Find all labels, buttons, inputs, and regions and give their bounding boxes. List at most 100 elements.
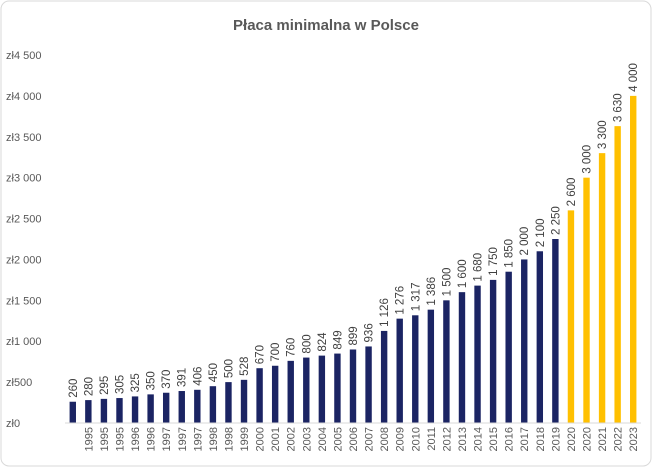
x-tick-label: 1996	[146, 427, 158, 451]
x-tick-label: 2019	[550, 427, 562, 451]
value-label: 2 000	[519, 227, 531, 256]
bar	[567, 210, 575, 423]
x-tick-label: 1995	[114, 427, 126, 451]
bar	[505, 271, 512, 423]
y-tick-label: zł1 000	[6, 336, 41, 348]
x-tick-label: 2010	[410, 427, 422, 451]
x-tick-label: 2022	[613, 427, 625, 451]
value-label: 700	[270, 343, 282, 362]
x-tick-label: 1996	[130, 427, 142, 451]
bar	[552, 239, 559, 423]
y-tick-label: zł2 000	[6, 254, 41, 266]
value-label: 849	[332, 330, 344, 349]
bar	[396, 318, 403, 423]
bar	[287, 360, 294, 423]
x-tick-label: 1997	[177, 427, 189, 451]
y-tick-label: zł1 500	[6, 295, 41, 307]
value-label: 1 750	[488, 247, 500, 276]
value-label: 4 000	[628, 63, 640, 92]
x-tick-label: 2016	[504, 427, 516, 451]
bar	[443, 300, 450, 423]
x-tick-label: 2018	[535, 427, 547, 451]
bar	[162, 392, 170, 423]
bar	[256, 368, 263, 423]
bar	[100, 398, 108, 423]
value-label: 2 600	[566, 178, 578, 207]
x-tick-label: 1997	[161, 427, 173, 451]
bar	[412, 315, 419, 423]
x-tick-label: 2020	[582, 427, 594, 451]
value-label: 2 100	[535, 218, 547, 247]
x-tick-label: 2000	[255, 427, 267, 451]
value-label: 295	[99, 376, 111, 395]
x-tick-label: 2021	[597, 427, 609, 451]
bar	[365, 346, 372, 423]
value-label: 500	[223, 359, 235, 378]
bar	[583, 177, 590, 423]
bar	[630, 95, 637, 423]
value-label: 1 276	[395, 286, 407, 315]
x-tick-label: 2001	[270, 427, 282, 451]
value-label: 260	[68, 379, 80, 398]
bar	[194, 389, 201, 423]
bar	[116, 398, 123, 423]
value-label: 2 250	[550, 206, 562, 235]
bar	[427, 309, 435, 423]
value-label: 670	[255, 345, 267, 364]
value-label: 899	[348, 326, 360, 345]
x-tick-label: 2020	[566, 427, 578, 451]
value-label: 1 850	[504, 239, 516, 268]
value-label: 325	[130, 373, 142, 392]
bar	[69, 401, 76, 423]
bar	[131, 396, 139, 423]
x-tick-label: 2002	[286, 427, 298, 451]
bar	[489, 279, 497, 423]
bar	[318, 355, 326, 423]
x-tick-label: 2006	[348, 427, 360, 451]
bar	[598, 153, 606, 423]
value-label: 760	[286, 338, 298, 357]
value-label: 370	[161, 370, 173, 389]
x-tick-label: 1998	[208, 427, 220, 451]
bar	[536, 251, 544, 423]
bar	[334, 353, 341, 423]
x-tick-label: 1997	[192, 427, 204, 451]
x-tick-label: 2012	[441, 427, 453, 451]
bar	[209, 386, 217, 423]
bar	[178, 391, 185, 423]
x-tick-label: 1998	[223, 427, 235, 451]
x-tick-label: 2014	[473, 427, 485, 451]
value-label: 936	[364, 323, 376, 342]
value-label: 1 600	[457, 259, 469, 288]
bar	[240, 379, 248, 423]
x-tick-label: 2011	[426, 427, 438, 451]
value-label: 391	[177, 368, 189, 387]
value-label: 3 300	[597, 120, 609, 149]
x-tick-label: 2013	[457, 427, 469, 451]
x-tick-label: 2007	[364, 427, 376, 451]
bar	[458, 292, 466, 423]
value-label: 1 680	[473, 253, 485, 282]
x-tick-label: 2005	[332, 427, 344, 451]
value-label: 350	[146, 371, 158, 390]
x-tick-label: 2023	[628, 427, 640, 451]
y-tick-label: zł0	[6, 418, 20, 430]
x-tick-label: 2003	[301, 427, 313, 451]
value-label: 406	[192, 367, 204, 386]
x-tick-label: 1999	[239, 427, 251, 451]
value-label: 1 317	[410, 283, 422, 312]
bar	[271, 365, 279, 423]
value-label: 1 126	[379, 298, 391, 327]
x-tick-label: 2009	[395, 427, 407, 451]
x-tick-label: 1995	[99, 427, 111, 451]
y-tick-label: zł4 000	[6, 91, 41, 103]
value-label: 800	[301, 334, 313, 353]
bar	[147, 394, 154, 423]
bar	[474, 285, 481, 423]
bar	[349, 349, 357, 423]
y-tick-label: zł2 500	[6, 214, 41, 226]
chart-title: Płaca minimalna w Polsce	[233, 17, 419, 34]
x-tick-label: 2017	[519, 427, 531, 451]
